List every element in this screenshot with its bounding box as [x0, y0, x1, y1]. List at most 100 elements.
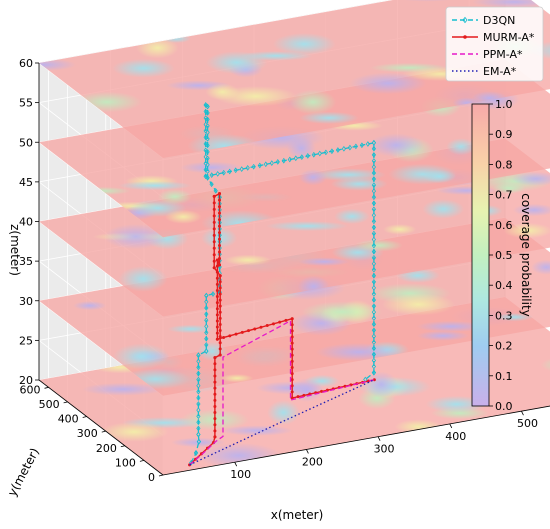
series-marker [196, 419, 201, 426]
series-marker [196, 413, 201, 420]
series-marker [213, 386, 217, 390]
series-marker [251, 163, 256, 170]
series-marker [371, 345, 376, 352]
series-marker [204, 323, 209, 330]
coverage-blob [364, 371, 398, 398]
series-PPM-A* [189, 319, 375, 466]
series-marker [203, 128, 208, 134]
series-marker [371, 224, 376, 231]
series-marker [213, 187, 218, 194]
series-marker [209, 181, 214, 188]
series-marker [371, 272, 376, 279]
coverage-blob [334, 208, 370, 224]
x-axis-label: x(meter) [271, 508, 324, 522]
series-marker [218, 341, 222, 345]
series-marker [302, 393, 306, 397]
series-marker [212, 240, 216, 244]
series-marker [293, 155, 298, 162]
series-marker [371, 152, 376, 158]
series-marker [196, 395, 201, 401]
series-marker [196, 438, 201, 445]
series-marker [253, 327, 257, 331]
series-marker [371, 212, 376, 219]
legend-label: EM-A* [483, 65, 517, 78]
coverage-blob [205, 83, 240, 101]
coverage-blob [311, 168, 386, 182]
y-tick-label: 300 [77, 427, 98, 440]
coverage-blob [495, 313, 534, 322]
series-marker [215, 288, 219, 292]
coverage-blob [104, 223, 168, 250]
coverage-blob [267, 400, 300, 425]
series-marker [290, 335, 294, 339]
series-marker [290, 378, 294, 382]
series-marker [290, 390, 294, 394]
series-marker [371, 164, 376, 170]
series-marker [203, 160, 208, 167]
series-marker [213, 374, 217, 378]
series-marker [215, 325, 219, 329]
series-marker [212, 201, 216, 205]
series-marker [196, 382, 201, 389]
series-marker [323, 149, 328, 156]
series-marker [371, 145, 376, 152]
z-tick-label: 55 [19, 97, 33, 110]
series-marker [215, 319, 219, 323]
series-marker [196, 407, 201, 413]
surface-plane [39, 0, 550, 158]
series-marker [213, 404, 217, 408]
series-marker [371, 351, 376, 358]
coverage-blob [299, 169, 328, 186]
series-marker [329, 148, 334, 155]
colorbar-label: coverage probability [519, 193, 533, 317]
series-line [189, 319, 375, 466]
series-marker [290, 353, 294, 357]
coverage-blob [416, 320, 486, 332]
coverage-blob [354, 239, 403, 252]
series-marker [204, 348, 209, 354]
series-marker [371, 315, 376, 322]
series-marker [371, 218, 376, 225]
series-marker [210, 291, 216, 297]
series-marker [215, 258, 219, 262]
series-marker [193, 450, 199, 456]
legend-marker [462, 16, 468, 24]
coverage-blob [180, 161, 243, 174]
series-marker [299, 154, 304, 160]
coverage-blob [220, 425, 293, 436]
series-marker [218, 292, 222, 296]
legend-label: PPM-A* [483, 48, 523, 61]
series-marker [217, 224, 221, 228]
series-marker [196, 388, 201, 395]
series-marker [218, 280, 222, 284]
series-marker [371, 194, 376, 201]
series-marker [263, 161, 268, 168]
series-line [189, 379, 375, 466]
series-marker [209, 172, 214, 178]
series-marker [215, 307, 219, 311]
coverage-blob [171, 437, 227, 448]
series-marker [215, 276, 219, 280]
series-marker [212, 220, 216, 224]
series-marker [290, 347, 294, 351]
series-marker [240, 330, 244, 334]
uav-paths [188, 102, 376, 467]
coverage-blob [349, 72, 427, 95]
series-marker [204, 329, 209, 336]
coverage-blob [512, 203, 550, 217]
series-marker [212, 214, 216, 218]
series-marker [213, 362, 217, 366]
series-marker [222, 336, 226, 340]
series-marker [371, 279, 376, 285]
series-marker [371, 327, 376, 334]
y-tick-label: 200 [96, 442, 117, 455]
series-marker [371, 230, 376, 237]
y-tick-label: 600 [20, 383, 41, 396]
series-marker [213, 435, 217, 439]
coverage-blob [383, 224, 417, 235]
legend: D3QN MURM-A* PPM-A* EM-A* [445, 6, 544, 82]
series-marker [212, 233, 216, 237]
coverage-blob [161, 34, 191, 43]
series-marker [371, 139, 376, 146]
